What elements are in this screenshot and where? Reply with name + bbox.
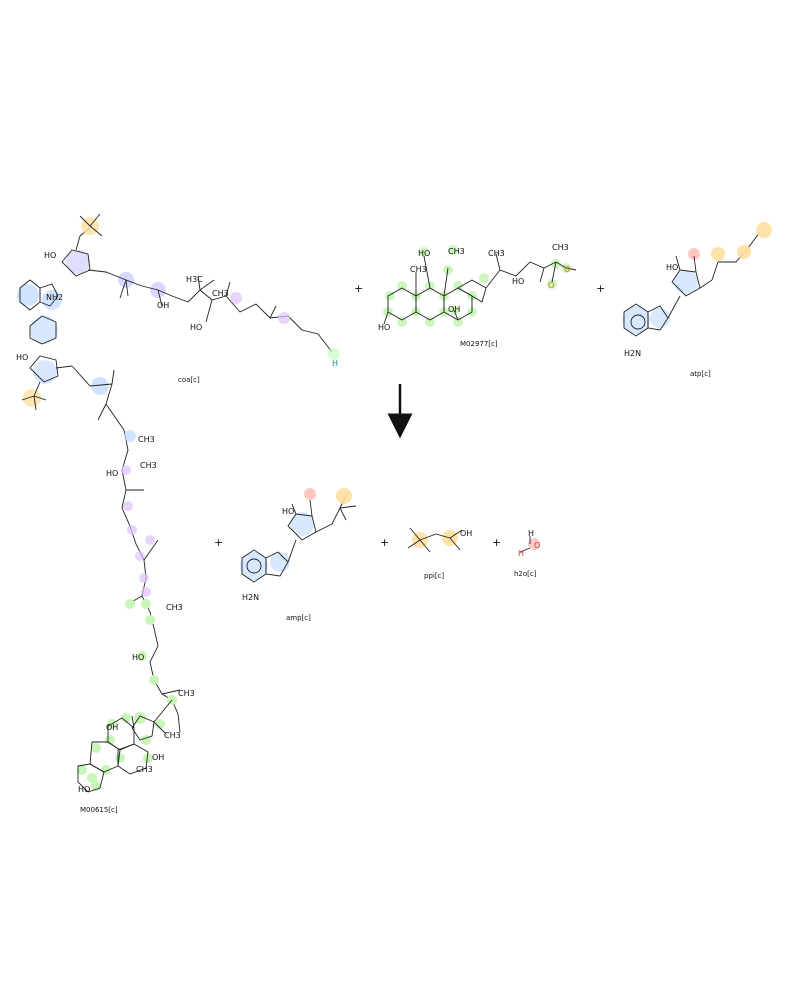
coa-adenine bbox=[17, 279, 62, 311]
m02977-o2-label: O bbox=[564, 265, 570, 274]
coa-label: coa[c] bbox=[178, 376, 200, 384]
coa-nh2-label: NH2 bbox=[46, 293, 63, 302]
coa-h-label: H bbox=[332, 359, 338, 368]
m00615-oh-label: OH bbox=[152, 753, 164, 762]
amp-molecule bbox=[240, 488, 357, 583]
m02977-ho2-label: HO bbox=[418, 249, 430, 258]
atp-label: atp[c] bbox=[690, 370, 711, 378]
m00615-ch3e-label: CH3 bbox=[164, 731, 181, 740]
m00615-ho3-label: HO bbox=[78, 785, 90, 794]
amp-h2n-label: H2N bbox=[242, 593, 259, 602]
plus-sign-5: + bbox=[492, 536, 501, 549]
coa-ho-label: HO bbox=[190, 323, 202, 332]
atp-atom-labels: H2N HO bbox=[624, 263, 678, 358]
ppi-atom-labels: OH bbox=[460, 529, 472, 538]
coa-3phosphate bbox=[79, 213, 103, 237]
ppi-label: ppi[c] bbox=[424, 572, 444, 580]
m02977-molecule bbox=[383, 245, 577, 327]
amp-ho-label: HO bbox=[282, 507, 294, 516]
ppi-oh-label: OH bbox=[460, 529, 472, 538]
m00615-ch3c-label: CH3 bbox=[166, 603, 183, 612]
m00615-ch3d-label: CH3 bbox=[178, 689, 195, 698]
coa-ho2-label: HO bbox=[44, 251, 56, 260]
h2o-label: h2o[c] bbox=[514, 570, 537, 578]
m02977-atom-labels: HO CH3 CH3 CH3 CH3 HO OH HO O O bbox=[378, 243, 570, 332]
h2o-h2-label: H bbox=[518, 549, 524, 558]
amp-label: amp[c] bbox=[286, 614, 311, 622]
m02977-ch3b-label: CH3 bbox=[448, 247, 465, 256]
m00615-ho-label: HO bbox=[106, 469, 118, 478]
h2o-molecule bbox=[519, 536, 540, 553]
plus-sign-2: + bbox=[596, 282, 605, 295]
coa-ch3-label: CH3 bbox=[212, 289, 229, 298]
m02977-oh-label: OH bbox=[448, 305, 460, 314]
m00615-label: M00615[c] bbox=[80, 806, 118, 814]
h2o-atom-labels: H H O bbox=[518, 529, 540, 558]
plus-sign-4: + bbox=[380, 536, 389, 549]
m00615-ch3f-label: CH3 bbox=[136, 765, 153, 774]
m02977-label: M02977[c] bbox=[460, 340, 498, 348]
amp-atom-labels: H2N HO bbox=[242, 507, 294, 602]
coa-ribose bbox=[61, 227, 91, 277]
atp-h2n-label: H2N bbox=[624, 349, 641, 358]
coa-ho3-label: HO bbox=[16, 353, 28, 362]
m00615-atom-labels: CH3 CH3 HO CH3 HO CH3 CH3 CH3 OH OH HO bbox=[78, 435, 195, 794]
coa-lower-nucleotide bbox=[21, 315, 125, 431]
coa-atom-labels: H3C CH3 HO NH2 HO HO OH H bbox=[16, 251, 338, 368]
ppi-molecule bbox=[407, 527, 463, 553]
atp-ho-label: HO bbox=[666, 263, 678, 272]
m02977-ch3d-label: CH3 bbox=[552, 243, 569, 252]
m00615-molecule bbox=[77, 429, 181, 793]
h2o-h-label: H bbox=[528, 529, 534, 538]
m00615-oh2-label: OH bbox=[106, 723, 118, 732]
m00615-ch3b-label: CH3 bbox=[140, 461, 157, 470]
m00615-ch3-label: CH3 bbox=[138, 435, 155, 444]
coa-molecule bbox=[17, 213, 340, 431]
plus-sign-1: + bbox=[354, 282, 363, 295]
m02977-ch3-label: CH3 bbox=[410, 265, 427, 274]
m02977-o-label: O bbox=[548, 281, 554, 290]
m00615-ho2-label: HO bbox=[132, 653, 144, 662]
m02977-ho-label: HO bbox=[378, 323, 390, 332]
coa-oh-label: OH bbox=[157, 301, 169, 310]
coa-h3c-label: H3C bbox=[186, 275, 203, 284]
coa-pantetheine bbox=[171, 275, 340, 360]
m02977-ho3-label: HO bbox=[512, 277, 524, 286]
atp-molecule bbox=[622, 222, 772, 337]
m02977-ch3c-label: CH3 bbox=[488, 249, 505, 258]
plus-sign-3: + bbox=[214, 536, 223, 549]
coa-diphosphate bbox=[87, 269, 173, 307]
h2o-o-label: O bbox=[534, 541, 540, 550]
